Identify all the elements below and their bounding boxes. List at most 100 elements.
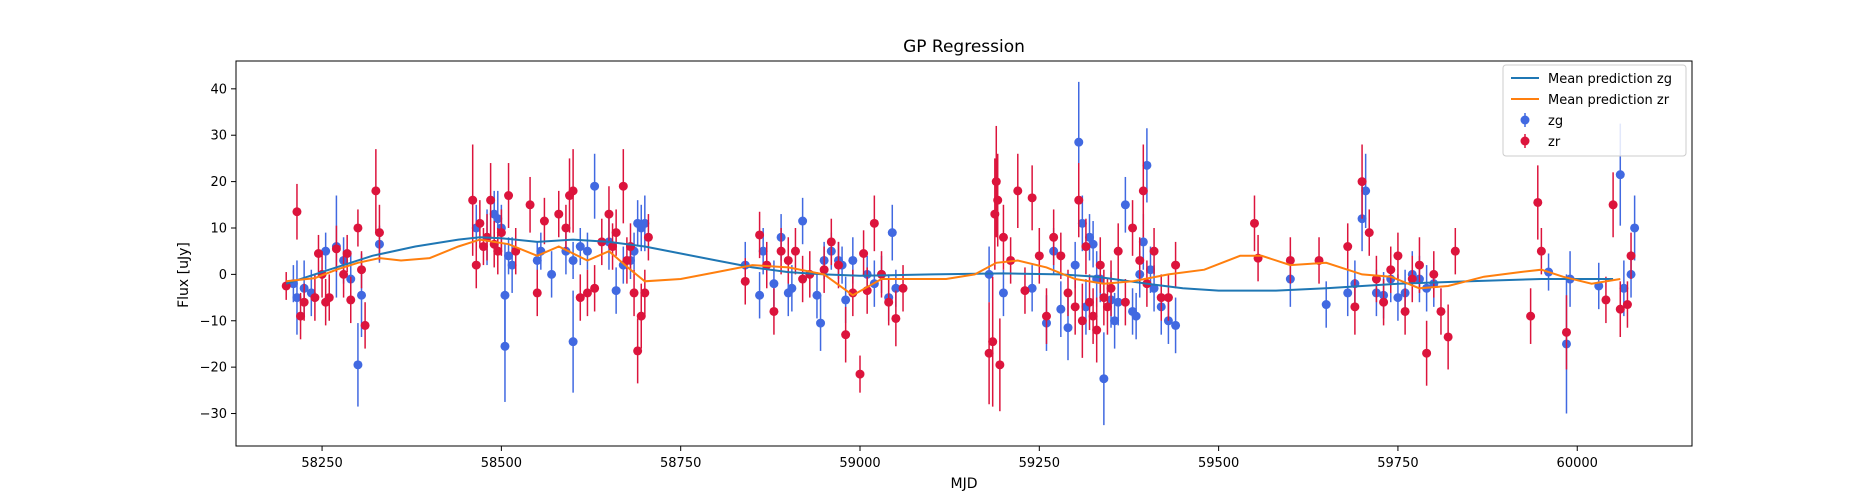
data-point-zg: [590, 182, 599, 191]
data-point-zg: [1074, 138, 1083, 147]
data-point-zg: [569, 256, 578, 265]
data-point-zr: [769, 307, 778, 316]
data-point-zr: [1114, 247, 1123, 256]
x-axis-label: MJD: [951, 476, 978, 492]
data-point-zr: [1350, 302, 1359, 311]
data-point-zr: [475, 219, 484, 228]
data-point-zr: [999, 233, 1008, 242]
data-point-zr: [640, 288, 649, 297]
x-tick-label: 58750: [660, 456, 701, 471]
data-point-zg: [1099, 374, 1108, 383]
data-point-zr: [292, 207, 301, 216]
data-point-zg: [357, 291, 366, 300]
data-point-zr: [993, 196, 1002, 205]
data-point-zr: [1365, 228, 1374, 237]
data-point-zr: [533, 288, 542, 297]
y-tick-label: 30: [210, 129, 227, 144]
data-point-zr: [353, 223, 362, 232]
data-point-zr: [310, 293, 319, 302]
y-tick-label: −10: [200, 314, 227, 329]
legend: Mean prediction zgMean prediction zrzgzr: [1503, 65, 1686, 156]
data-point-zr: [1071, 302, 1080, 311]
data-point-zr: [884, 298, 893, 307]
data-point-zr: [992, 177, 1001, 186]
series-zg: [289, 82, 1639, 425]
y-tick-label: −20: [200, 361, 227, 376]
data-point-zr: [325, 293, 334, 302]
data-point-zr: [1164, 293, 1173, 302]
data-point-zg: [848, 256, 857, 265]
data-point-zr: [1078, 316, 1087, 325]
data-point-zr: [988, 337, 997, 346]
data-point-zg: [1056, 305, 1065, 314]
data-points-layer: [282, 82, 1639, 425]
data-point-zr: [1013, 186, 1022, 195]
x-tick-label: 59000: [839, 456, 880, 471]
data-point-zg: [841, 295, 850, 304]
data-point-zr: [891, 314, 900, 323]
data-point-zg: [1616, 170, 1625, 179]
data-point-zr: [540, 217, 549, 226]
data-point-zr: [604, 210, 613, 219]
data-point-zg: [1322, 300, 1331, 309]
data-point-zr: [630, 288, 639, 297]
data-point-zr: [1020, 286, 1029, 295]
data-point-zr: [486, 196, 495, 205]
data-point-zg: [547, 270, 556, 279]
data-point-zr: [300, 298, 309, 307]
data-point-zr: [784, 256, 793, 265]
legend-marker-swatch: [1521, 116, 1530, 125]
data-point-zr: [1444, 332, 1453, 341]
data-point-zr: [1627, 251, 1636, 260]
data-point-zg: [888, 228, 897, 237]
data-point-zr: [1533, 198, 1542, 207]
data-point-zr: [1150, 247, 1159, 256]
data-point-zr: [899, 284, 908, 293]
data-point-zr: [554, 210, 563, 219]
chart-title: GP Regression: [903, 37, 1025, 57]
data-point-zg: [1121, 200, 1130, 209]
x-tick-label: 59750: [1377, 456, 1418, 471]
data-point-zr: [1135, 256, 1144, 265]
data-point-zg: [500, 342, 509, 351]
data-point-zr: [1609, 200, 1618, 209]
y-tick-label: 0: [219, 268, 227, 283]
data-point-zg: [1171, 321, 1180, 330]
series-zr: [282, 126, 1636, 411]
data-point-zr: [1028, 193, 1037, 202]
data-point-zr: [1121, 298, 1130, 307]
data-point-zr: [644, 233, 653, 242]
data-point-zr: [1128, 223, 1137, 232]
data-point-zr: [1401, 307, 1410, 316]
data-point-zr: [371, 186, 380, 195]
data-point-zr: [870, 219, 879, 228]
x-tick-label: 58250: [301, 456, 342, 471]
data-point-zr: [1056, 251, 1065, 260]
data-point-zr: [827, 237, 836, 246]
data-point-zg: [999, 288, 1008, 297]
data-point-zr: [1074, 196, 1083, 205]
data-point-zg: [612, 286, 621, 295]
data-point-zr: [472, 261, 481, 270]
data-point-zr: [1035, 251, 1044, 260]
data-point-zr: [468, 196, 477, 205]
y-tick-label: −30: [200, 407, 227, 422]
x-tick-label: 59250: [1019, 456, 1060, 471]
data-point-zr: [1429, 270, 1438, 279]
data-point-zr: [497, 228, 506, 237]
data-point-zr: [1537, 247, 1546, 256]
data-point-zr: [834, 261, 843, 270]
data-point-zg: [769, 279, 778, 288]
data-point-zr: [1343, 242, 1352, 251]
data-point-zr: [1436, 307, 1445, 316]
legend-label: zr: [1548, 135, 1561, 150]
y-tick-label: 20: [210, 175, 227, 190]
data-point-zr: [791, 247, 800, 256]
data-point-zg: [1132, 312, 1141, 321]
data-point-zr: [1250, 219, 1259, 228]
data-point-zr: [1096, 261, 1105, 270]
data-point-zr: [1386, 265, 1395, 274]
x-tick-label: 58500: [481, 456, 522, 471]
data-point-zg: [583, 247, 592, 256]
